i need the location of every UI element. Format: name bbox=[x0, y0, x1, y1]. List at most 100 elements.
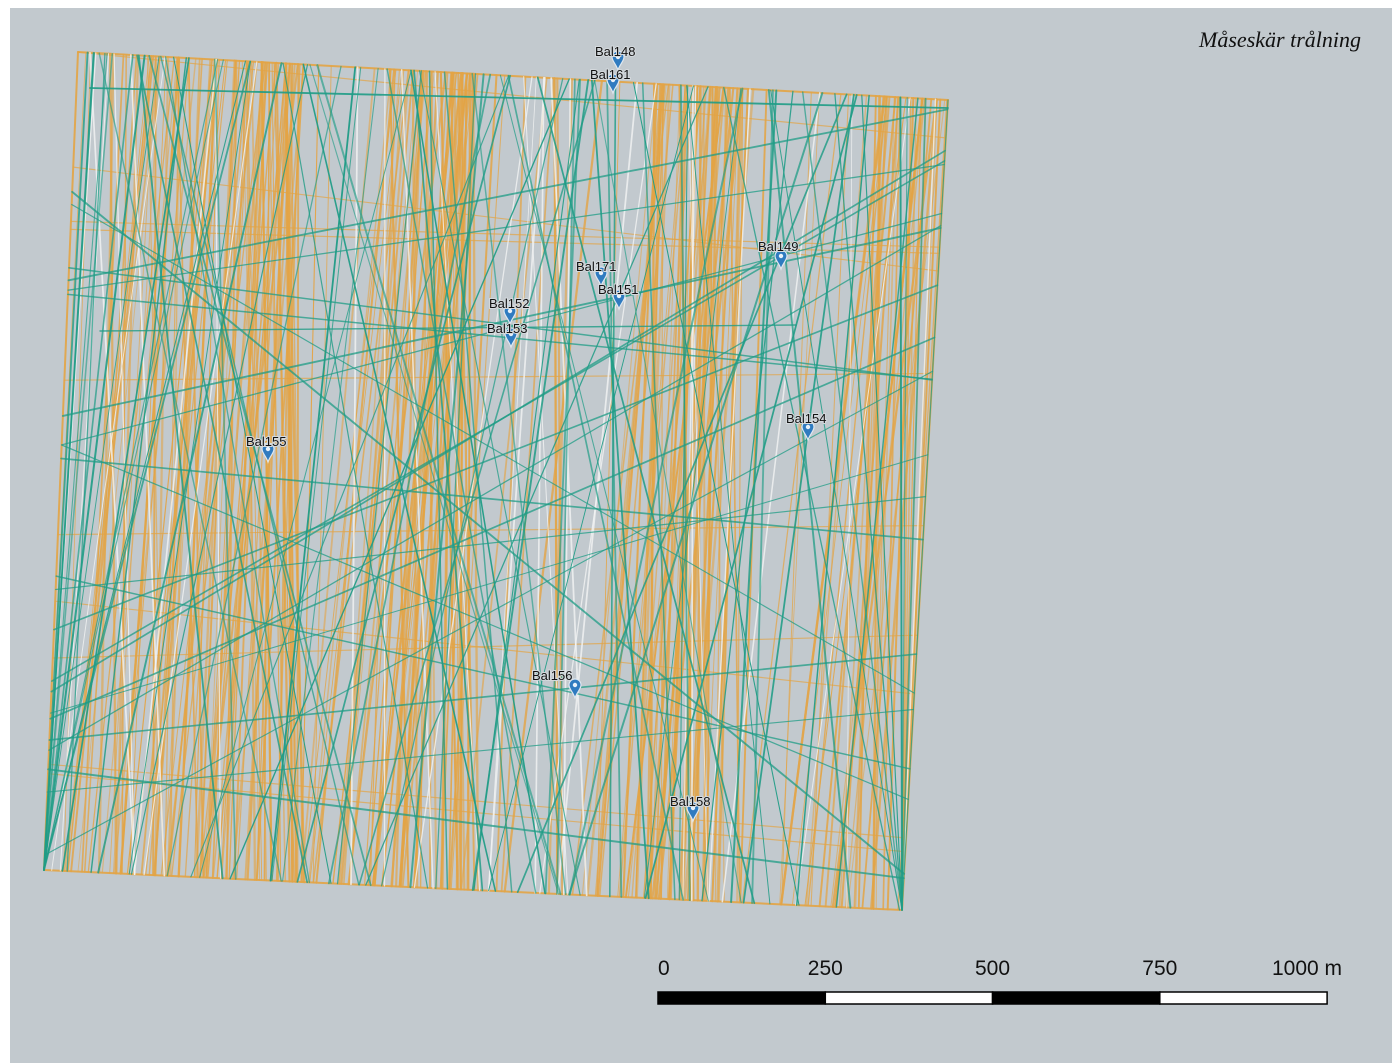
trawl-track bbox=[643, 88, 742, 899]
trawl-track bbox=[43, 53, 114, 871]
trawl-track bbox=[846, 94, 853, 908]
trawl-track bbox=[536, 76, 756, 904]
trawl-track bbox=[164, 56, 311, 884]
station-label: Bal149 bbox=[758, 239, 798, 254]
trawl-track bbox=[44, 370, 934, 856]
trawl-track bbox=[275, 63, 301, 882]
trawl-track bbox=[655, 86, 721, 900]
station-label: Bal154 bbox=[786, 411, 826, 426]
trawl-track bbox=[241, 60, 261, 881]
map-pin-icon bbox=[503, 304, 517, 326]
trawl-track bbox=[43, 56, 160, 871]
trawl-track bbox=[225, 59, 238, 880]
trawl-track bbox=[435, 73, 477, 889]
scale-bar: 0 250 500 750 1000 m bbox=[657, 957, 1342, 1005]
trawl-track bbox=[687, 85, 709, 902]
station-marker[interactable]: Bal149 bbox=[757, 238, 799, 271]
trawl-track bbox=[211, 60, 248, 879]
trawl-track bbox=[195, 59, 236, 879]
trawl-track bbox=[48, 224, 942, 751]
station-marker[interactable]: Bal153 bbox=[486, 320, 528, 349]
trawl-track bbox=[46, 708, 914, 793]
trawl-track bbox=[267, 61, 287, 883]
trawl-track bbox=[901, 97, 908, 911]
trawl-tracks-green bbox=[43, 51, 949, 911]
trawl-track bbox=[205, 61, 252, 879]
trawl-track bbox=[205, 61, 264, 879]
map-canvas[interactable]: Bal148 Bal161 Bal149 Bal171 Bal151 Bal152 Bal1… bbox=[10, 8, 1392, 1063]
station-marker[interactable]: Bal154 bbox=[785, 410, 827, 442]
station-label: Bal171 bbox=[576, 259, 616, 274]
map-svg: Bal148 Bal161 Bal149 Bal171 Bal151 Bal152 Bal1… bbox=[43, 43, 1342, 1005]
station-marker[interactable]: Bal156 bbox=[531, 667, 582, 700]
trawl-track bbox=[507, 74, 684, 901]
trawl-track bbox=[269, 66, 357, 882]
station-marker[interactable]: Bal151 bbox=[597, 281, 639, 311]
trawl-track bbox=[381, 73, 475, 887]
map-pin-icon bbox=[504, 327, 518, 349]
trawl-track bbox=[678, 85, 689, 901]
station-label: Bal152 bbox=[489, 296, 529, 311]
trawl-track bbox=[386, 68, 537, 894]
scale-bar-segment bbox=[824, 991, 994, 1005]
trawl-track bbox=[556, 78, 576, 895]
trawl-track bbox=[61, 212, 943, 446]
map-pin-dot bbox=[598, 270, 604, 276]
trawl-track bbox=[473, 79, 580, 891]
station-label: Bal148 bbox=[595, 44, 635, 59]
station-marker[interactable]: Bal152 bbox=[488, 295, 530, 326]
trawl-track bbox=[499, 74, 709, 902]
trawl-track bbox=[679, 84, 691, 902]
trawl-track bbox=[312, 65, 332, 883]
trawl-track bbox=[296, 63, 300, 883]
trawl-track bbox=[50, 149, 946, 693]
scale-bar-tick-label: 0 bbox=[658, 957, 670, 980]
trawl-track bbox=[199, 69, 412, 878]
map-pin-dot bbox=[610, 77, 616, 83]
trawl-track bbox=[742, 93, 855, 904]
trawl-track bbox=[52, 634, 919, 659]
trawl-track bbox=[413, 69, 484, 892]
trawl-track bbox=[471, 72, 567, 896]
trawl-track bbox=[57, 524, 925, 536]
trawl-track bbox=[835, 97, 919, 908]
trawl-track bbox=[795, 94, 870, 906]
station-label: Bal153 bbox=[487, 321, 527, 336]
trawl-track bbox=[284, 62, 306, 884]
station-marker[interactable]: Bal161 bbox=[589, 66, 631, 95]
trawl-track bbox=[846, 99, 946, 909]
trawl-track bbox=[488, 76, 537, 892]
scale-bar-segment bbox=[1159, 991, 1328, 1005]
trawl-track bbox=[55, 575, 911, 770]
trawl-track bbox=[328, 73, 492, 885]
station-label: Bal158 bbox=[670, 794, 710, 809]
trawl-track bbox=[260, 61, 273, 882]
station-marker[interactable]: Bal158 bbox=[669, 793, 711, 823]
trawl-track bbox=[130, 64, 309, 875]
trawl-track bbox=[901, 98, 942, 911]
map-pin-dot bbox=[690, 805, 696, 811]
trawl-track bbox=[534, 76, 545, 894]
trawl-tracks-orange bbox=[43, 51, 949, 912]
station-marker[interactable]: Bal171 bbox=[575, 258, 617, 288]
trawl-track bbox=[770, 89, 903, 911]
trawl-track bbox=[350, 66, 359, 886]
trawl-track bbox=[495, 75, 527, 893]
station-marker[interactable]: Bal148 bbox=[594, 43, 636, 72]
trawl-track bbox=[97, 62, 283, 874]
trawl-track bbox=[358, 79, 596, 886]
trawl-track bbox=[43, 53, 108, 871]
trawl-track bbox=[818, 96, 897, 908]
scale-bar-tick-label: 500 bbox=[975, 957, 1010, 980]
trawl-track bbox=[901, 98, 937, 911]
map-pin-icon bbox=[261, 442, 275, 464]
trawl-track bbox=[666, 85, 695, 900]
trawl-track bbox=[608, 80, 617, 898]
trawl-track bbox=[271, 67, 362, 882]
map-pin-dot bbox=[805, 424, 811, 430]
map-pin-dot bbox=[508, 331, 514, 337]
trawl-track bbox=[649, 82, 656, 900]
station-marker[interactable]: Bal155 bbox=[245, 433, 287, 464]
map-pin-dot bbox=[507, 308, 513, 314]
trawl-track bbox=[804, 97, 907, 907]
